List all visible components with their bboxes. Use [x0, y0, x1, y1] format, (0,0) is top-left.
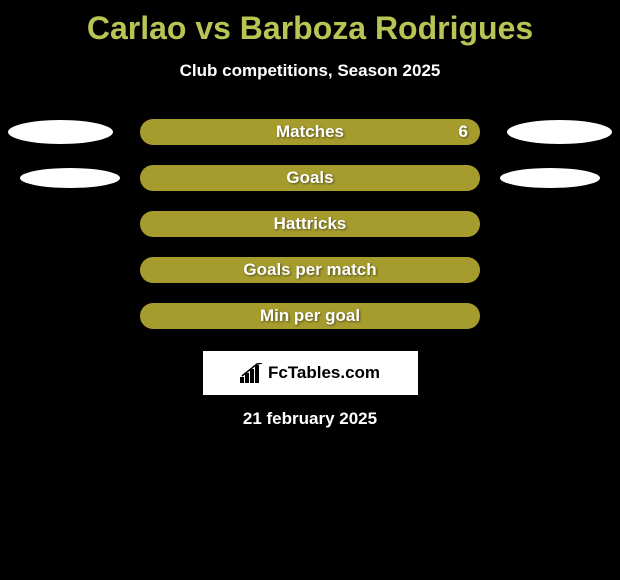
stat-row-goals-per-match: Goals per match — [0, 257, 620, 283]
stat-label: Hattricks — [274, 214, 347, 234]
stat-label: Min per goal — [260, 306, 360, 326]
stat-value-right: 6 — [459, 122, 468, 142]
stat-bar: Min per goal — [140, 303, 480, 329]
bar-chart-icon — [240, 363, 264, 383]
right-ellipse-icon — [507, 120, 612, 144]
left-ellipse-icon — [20, 168, 120, 188]
logo-box: FcTables.com — [203, 351, 418, 395]
stat-row-matches: Matches 6 — [0, 119, 620, 145]
stat-label: Goals — [286, 168, 333, 188]
stat-label: Goals per match — [243, 260, 376, 280]
left-ellipse-icon — [8, 120, 113, 144]
subtitle: Club competitions, Season 2025 — [0, 61, 620, 81]
stat-bar: Hattricks — [140, 211, 480, 237]
stat-bar: Matches 6 — [140, 119, 480, 145]
stat-label: Matches — [276, 122, 344, 142]
date-label: 21 february 2025 — [0, 409, 620, 429]
stat-row-goals: Goals — [0, 165, 620, 191]
stat-bar: Goals — [140, 165, 480, 191]
page-title: Carlao vs Barboza Rodrigues — [0, 0, 620, 47]
stat-row-hattricks: Hattricks — [0, 211, 620, 237]
stat-bar: Goals per match — [140, 257, 480, 283]
stat-rows: Matches 6 Goals Hattricks Goals per matc… — [0, 119, 620, 329]
logo: FcTables.com — [240, 363, 380, 383]
logo-text: FcTables.com — [268, 363, 380, 383]
right-ellipse-icon — [500, 168, 600, 188]
stat-row-min-per-goal: Min per goal — [0, 303, 620, 329]
